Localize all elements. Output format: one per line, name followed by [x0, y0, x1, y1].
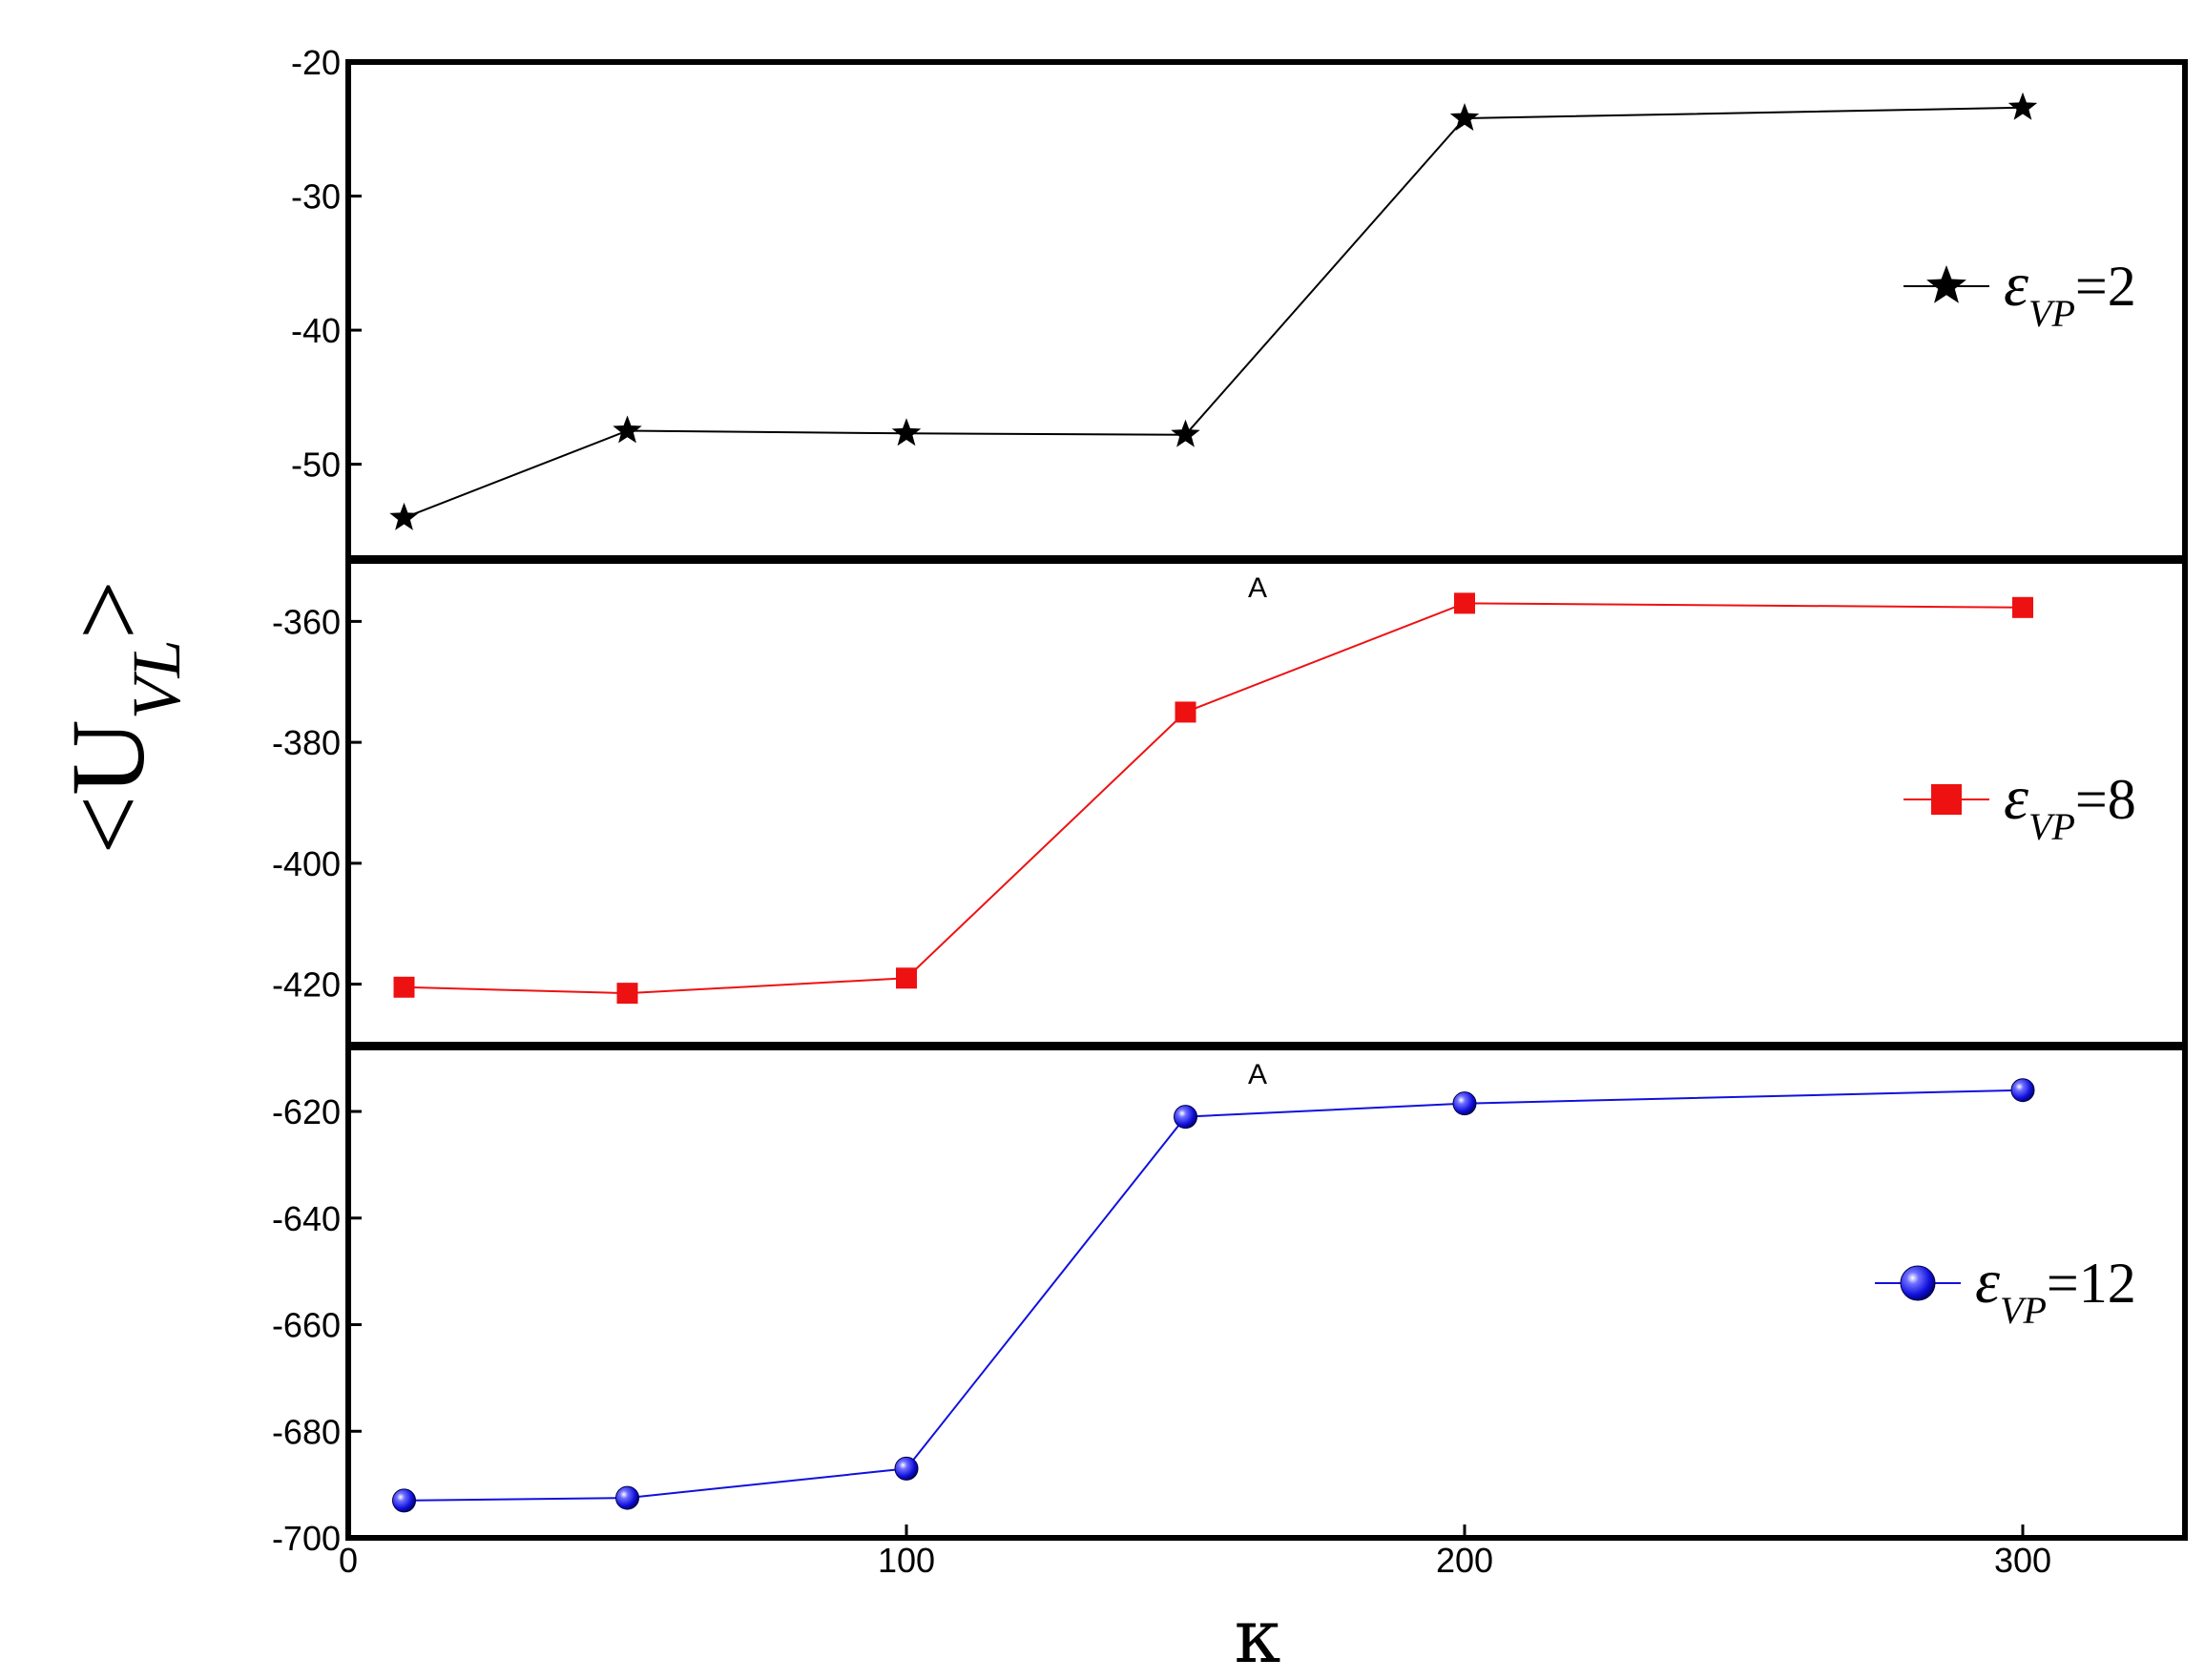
data-point — [616, 983, 638, 1005]
legend-label: εVP=8 — [2004, 763, 2136, 848]
legend-label: εVP=12 — [1975, 1247, 2136, 1332]
legend-marker — [1900, 1265, 1936, 1301]
data-point — [1171, 419, 1200, 447]
data-point — [393, 976, 415, 998]
data-point — [1452, 1091, 1477, 1116]
y-axis-label-sub: VL — [118, 639, 195, 719]
x-axis-label: κ — [1235, 1594, 1281, 1680]
data-point — [891, 418, 922, 446]
panel-mark: A — [1248, 572, 1267, 604]
legend-label: εVP=2 — [2004, 250, 2136, 335]
data-point — [1454, 592, 1475, 614]
data-point — [1449, 103, 1480, 131]
panel-mark: A — [1248, 1059, 1267, 1090]
legend: εVP=2 — [1903, 250, 2136, 335]
y-axis-label-main: <U — [50, 719, 166, 854]
panel-1: -20 -30 -40 -50 εVP=2 — [291, 43, 2188, 561]
y-tick-label: -640 — [272, 1199, 341, 1238]
svg-text:<UVL>: <UVL> — [50, 580, 195, 855]
legend-marker — [1931, 784, 1962, 815]
legend-value: =12 — [2047, 1252, 2136, 1315]
data-point — [1174, 1105, 1197, 1130]
legend-subscript: VP — [2028, 292, 2075, 335]
series-line — [404, 106, 2024, 519]
series-line — [404, 602, 2024, 995]
y-tick-label: -50 — [291, 446, 341, 485]
y-tick-label: -380 — [272, 723, 341, 762]
y-axis-label-close: > — [50, 580, 166, 639]
legend-value: =2 — [2075, 255, 2136, 318]
legend-subscript: VP — [2028, 805, 2075, 848]
legend-marker — [1926, 265, 1966, 303]
panel-frame — [345, 1045, 2188, 1541]
x-tick-label: 0 — [339, 1541, 358, 1580]
data-point — [894, 1456, 919, 1481]
legend-value: =8 — [2075, 768, 2136, 831]
data-point — [2010, 1078, 2035, 1103]
legend-epsilon: ε — [1975, 1247, 2000, 1317]
y-tick-label: -680 — [272, 1412, 341, 1451]
y-tick-label: -360 — [272, 602, 341, 641]
data-point — [615, 1485, 639, 1510]
x-tick-label: 100 — [878, 1541, 935, 1580]
x-tick-label: 200 — [1436, 1541, 1493, 1580]
y-tick-label: -30 — [291, 177, 341, 217]
data-point — [613, 415, 642, 444]
series-line — [404, 1089, 2024, 1502]
y-axis-label: <UVL> — [50, 580, 195, 855]
data-point — [896, 967, 917, 989]
data-point — [2007, 92, 2038, 120]
data-point — [2012, 596, 2033, 618]
x-tick-label: 300 — [1994, 1541, 2051, 1580]
y-tick-label: -620 — [272, 1092, 341, 1131]
y-tick-label: -660 — [272, 1306, 341, 1345]
legend-epsilon: ε — [2004, 250, 2028, 320]
y-tick-label: -420 — [272, 965, 341, 1005]
data-point — [389, 502, 419, 530]
legend-subscript: VP — [2000, 1289, 2047, 1332]
y-tick-label: -40 — [291, 311, 341, 350]
legend: εVP=8 — [1903, 763, 2136, 848]
legend-epsilon: ε — [2004, 763, 2028, 833]
y-tick-label: -400 — [272, 844, 341, 883]
y-tick-label: -700 — [272, 1519, 341, 1558]
y-tick-label: -20 — [291, 43, 341, 82]
panel-frame — [345, 558, 2188, 1047]
data-point — [1175, 701, 1196, 723]
panel-frame — [345, 59, 2188, 561]
data-point — [392, 1488, 416, 1513]
legend: εVP=12 — [1875, 1247, 2136, 1332]
